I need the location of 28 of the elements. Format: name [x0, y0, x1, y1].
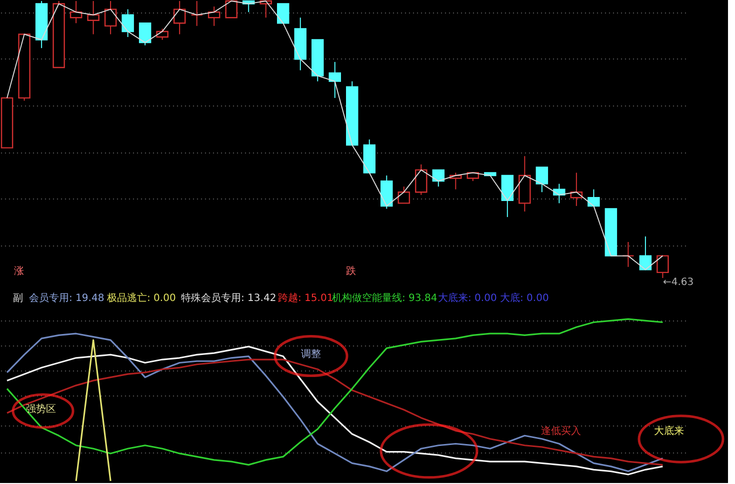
candlestick: [639, 236, 652, 270]
annotation: 逢低买入: [541, 425, 581, 437]
annotation: 调整: [301, 348, 321, 360]
text: 大底来: 0.00: [438, 292, 497, 304]
candlestick: [156, 28, 168, 40]
annotation: ←4.63: [663, 277, 694, 288]
text: 副: [13, 293, 23, 304]
candlestick: [398, 186, 410, 204]
candlestick: [138, 22, 152, 46]
text: 大底: 0.00: [500, 292, 549, 304]
annotation: 强势区: [26, 403, 56, 415]
text: 跨越: 15.01: [278, 292, 334, 304]
candlestick: [190, 0, 203, 26]
text: 特殊会员专用: 13.42: [181, 292, 276, 304]
candlestick: [328, 61, 341, 98]
candlestick: [122, 8, 134, 38]
candlestick: [276, 3, 290, 24]
text: 机构做空能量线: 93.84: [332, 292, 438, 304]
candlestick: [656, 255, 669, 278]
candlestick: [536, 166, 548, 193]
candlestick: [622, 241, 634, 268]
text: 极品逃亡: 0.00: [106, 292, 176, 304]
candlestick: [415, 164, 428, 196]
annotation: 涨: [14, 265, 24, 277]
annotation: 跌: [346, 265, 356, 277]
text: 会员专用: 19.48: [29, 292, 104, 304]
annotation: 大底来: [654, 425, 684, 437]
candlestick: [588, 188, 600, 207]
